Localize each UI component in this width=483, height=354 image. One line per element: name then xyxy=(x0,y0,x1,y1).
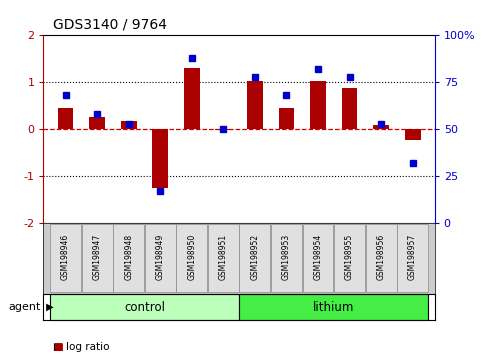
FancyBboxPatch shape xyxy=(82,224,113,292)
Bar xyxy=(57,108,73,129)
Bar xyxy=(152,129,168,188)
Bar xyxy=(247,81,263,129)
FancyBboxPatch shape xyxy=(366,224,397,292)
Text: GDS3140 / 9764: GDS3140 / 9764 xyxy=(53,18,167,32)
FancyBboxPatch shape xyxy=(176,224,207,292)
FancyBboxPatch shape xyxy=(334,224,365,292)
FancyBboxPatch shape xyxy=(302,224,333,292)
Text: GSM198957: GSM198957 xyxy=(408,234,417,280)
FancyBboxPatch shape xyxy=(240,224,270,292)
FancyBboxPatch shape xyxy=(113,224,144,292)
FancyBboxPatch shape xyxy=(50,224,81,292)
Bar xyxy=(310,81,326,129)
Text: GSM198947: GSM198947 xyxy=(93,234,101,280)
FancyBboxPatch shape xyxy=(208,224,239,292)
FancyBboxPatch shape xyxy=(271,224,302,292)
Text: control: control xyxy=(124,301,165,314)
Bar xyxy=(184,68,199,129)
Bar xyxy=(373,125,389,129)
Text: agent: agent xyxy=(9,302,41,312)
Bar xyxy=(215,129,231,130)
Bar xyxy=(279,108,294,129)
Bar xyxy=(121,121,137,129)
Bar xyxy=(89,118,105,129)
Text: GSM198955: GSM198955 xyxy=(345,234,354,280)
FancyBboxPatch shape xyxy=(397,224,428,292)
Text: ■: ■ xyxy=(53,342,63,352)
Text: ■ log ratio: ■ log ratio xyxy=(53,342,110,352)
Text: GSM198946: GSM198946 xyxy=(61,234,70,280)
Bar xyxy=(405,129,421,139)
Text: GSM198952: GSM198952 xyxy=(250,234,259,280)
Text: ▶: ▶ xyxy=(43,302,54,312)
Text: GSM198948: GSM198948 xyxy=(124,234,133,280)
Text: GSM198950: GSM198950 xyxy=(187,234,196,280)
FancyBboxPatch shape xyxy=(239,294,428,320)
Text: GSM198953: GSM198953 xyxy=(282,234,291,280)
FancyBboxPatch shape xyxy=(145,224,176,292)
FancyBboxPatch shape xyxy=(50,294,239,320)
Text: GSM198949: GSM198949 xyxy=(156,234,165,280)
Text: GSM198956: GSM198956 xyxy=(377,234,385,280)
Text: lithium: lithium xyxy=(313,301,355,314)
Text: GSM198954: GSM198954 xyxy=(313,234,323,280)
Text: GSM198951: GSM198951 xyxy=(219,234,228,280)
Bar xyxy=(341,88,357,129)
